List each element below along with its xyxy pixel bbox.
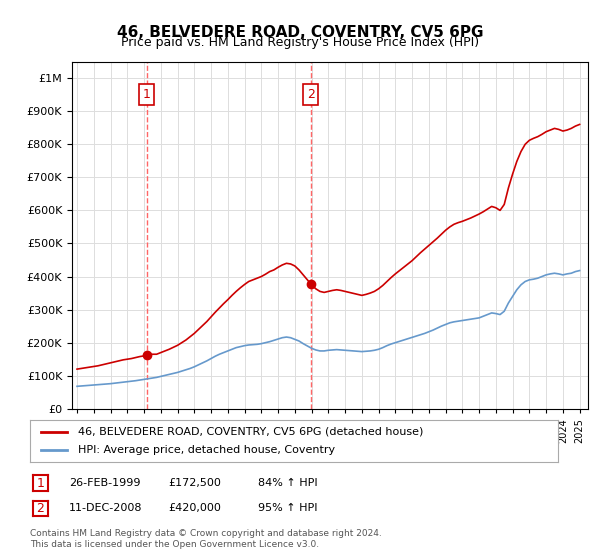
Text: 46, BELVEDERE ROAD, COVENTRY, CV5 6PG (detached house): 46, BELVEDERE ROAD, COVENTRY, CV5 6PG (d… — [77, 427, 423, 437]
Text: 1: 1 — [143, 88, 151, 101]
Text: 2: 2 — [37, 502, 44, 515]
Text: £172,500: £172,500 — [168, 478, 221, 488]
Text: 84% ↑ HPI: 84% ↑ HPI — [258, 478, 317, 488]
Text: 11-DEC-2008: 11-DEC-2008 — [69, 503, 143, 513]
Text: £420,000: £420,000 — [168, 503, 221, 513]
Text: 2: 2 — [307, 88, 314, 101]
Text: Contains HM Land Registry data © Crown copyright and database right 2024.
This d: Contains HM Land Registry data © Crown c… — [30, 529, 382, 549]
Text: 26-FEB-1999: 26-FEB-1999 — [69, 478, 140, 488]
Text: 1: 1 — [37, 477, 44, 490]
Text: HPI: Average price, detached house, Coventry: HPI: Average price, detached house, Cove… — [77, 445, 335, 455]
Text: 95% ↑ HPI: 95% ↑ HPI — [258, 503, 317, 513]
Text: Price paid vs. HM Land Registry's House Price Index (HPI): Price paid vs. HM Land Registry's House … — [121, 36, 479, 49]
Text: 46, BELVEDERE ROAD, COVENTRY, CV5 6PG: 46, BELVEDERE ROAD, COVENTRY, CV5 6PG — [117, 25, 483, 40]
